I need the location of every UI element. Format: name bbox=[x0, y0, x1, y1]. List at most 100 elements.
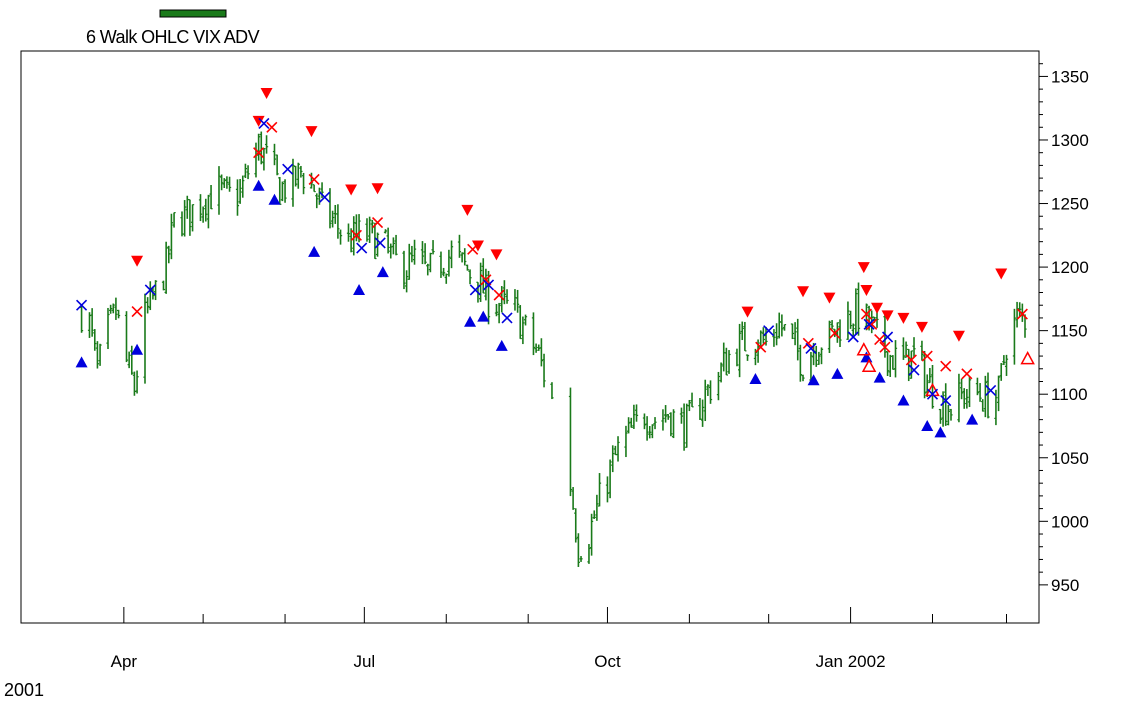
buy-exit-marker-stroke bbox=[144, 284, 156, 296]
price-bar bbox=[819, 347, 824, 365]
price-bar bbox=[650, 424, 654, 439]
price-bar bbox=[238, 178, 242, 204]
price-bar bbox=[944, 383, 948, 426]
price-bar bbox=[579, 556, 583, 562]
price-bar bbox=[629, 417, 633, 428]
buy-signal-marker bbox=[831, 367, 844, 379]
buy-exit-marker bbox=[469, 284, 481, 296]
buy-exit-marker-stroke bbox=[882, 331, 894, 343]
price-bar bbox=[190, 204, 195, 232]
price-bar bbox=[227, 176, 232, 192]
price-bar bbox=[465, 264, 469, 271]
buy-exit-marker bbox=[926, 388, 939, 400]
price-bar bbox=[90, 308, 94, 337]
price-bar bbox=[246, 165, 250, 180]
sell-exit-marker-stroke bbox=[874, 333, 886, 346]
buy-exit-marker-stroke bbox=[258, 117, 270, 130]
price-bar bbox=[634, 404, 639, 422]
price-series bbox=[79, 131, 1027, 567]
price-bar bbox=[587, 544, 591, 564]
sell-exit-marker bbox=[866, 318, 878, 330]
buy-exit-marker-stroke bbox=[847, 331, 859, 343]
price-bar bbox=[645, 416, 649, 441]
price-bar bbox=[912, 337, 916, 358]
price-bar bbox=[243, 163, 248, 178]
price-bar bbox=[978, 383, 982, 402]
price-bar bbox=[294, 165, 298, 187]
price-bar bbox=[312, 184, 316, 193]
buy-signal-marker bbox=[353, 283, 366, 295]
sell-signal-marker bbox=[823, 292, 836, 304]
sell-exit-marker-stroke bbox=[1016, 308, 1028, 320]
buy-exit-marker bbox=[144, 284, 156, 296]
price-bar bbox=[111, 303, 115, 314]
price-bar bbox=[851, 323, 855, 336]
buy-signal-marker bbox=[807, 374, 820, 386]
sell-exit-marker-stroke bbox=[940, 360, 952, 372]
buy-exit-marker bbox=[847, 331, 859, 343]
price-bar bbox=[891, 355, 895, 370]
price-bar bbox=[854, 288, 858, 335]
price-bar bbox=[346, 223, 351, 242]
buy-signal-marker bbox=[966, 413, 979, 425]
buy-exit-marker-stroke bbox=[374, 237, 386, 249]
y-tick-label-1250: 1250 bbox=[1051, 195, 1089, 214]
price-bar bbox=[700, 399, 705, 427]
buy-exit-marker-stroke bbox=[985, 384, 997, 396]
price-bar bbox=[521, 316, 525, 345]
buy-exit-marker-stroke bbox=[908, 364, 920, 376]
price-bar bbox=[502, 280, 506, 305]
plot-frame bbox=[20, 50, 1040, 624]
buy-exit-marker-stroke bbox=[469, 284, 481, 296]
sell-signal-marker bbox=[471, 240, 484, 252]
price-bar bbox=[98, 343, 102, 366]
price-bar bbox=[389, 243, 393, 259]
price-bar bbox=[148, 281, 152, 311]
sell-signal-marker bbox=[995, 268, 1008, 280]
price-bar bbox=[996, 375, 1001, 412]
price-bar bbox=[708, 380, 713, 404]
sell-exit-marker-stroke bbox=[879, 341, 891, 353]
open-sell-signal-marker bbox=[861, 358, 877, 372]
price-bar bbox=[975, 377, 980, 396]
price-bar bbox=[518, 305, 522, 340]
price-bar bbox=[217, 166, 221, 215]
sell-exit-marker bbox=[1016, 308, 1028, 320]
y-tick-label-1050: 1050 bbox=[1051, 449, 1089, 468]
price-bar bbox=[336, 204, 340, 239]
price-bar bbox=[949, 408, 953, 421]
price-bar bbox=[206, 194, 211, 229]
buy-exit-marker bbox=[940, 394, 952, 407]
price-bar bbox=[135, 370, 139, 394]
sell-exit-marker bbox=[493, 289, 505, 301]
price-bar bbox=[722, 342, 726, 372]
price-bar bbox=[209, 184, 213, 210]
price-bar bbox=[513, 289, 517, 311]
y-tick-label-1300: 1300 bbox=[1051, 131, 1089, 150]
price-bar bbox=[724, 347, 728, 376]
price-bar bbox=[661, 409, 665, 431]
buy-exit-marker-stroke bbox=[282, 163, 294, 175]
price-bar bbox=[827, 320, 832, 354]
price-bar bbox=[624, 425, 628, 458]
price-bar bbox=[93, 329, 97, 351]
buy-exit-marker-stroke bbox=[319, 191, 331, 203]
signal-markers bbox=[75, 87, 1035, 438]
price-bar bbox=[497, 302, 501, 324]
buy-signal-marker bbox=[934, 426, 947, 438]
price-bar bbox=[235, 179, 240, 216]
price-bar bbox=[967, 377, 972, 408]
price-bar bbox=[719, 362, 723, 383]
price-bar bbox=[394, 234, 398, 256]
price-bar bbox=[95, 341, 100, 369]
price-bar bbox=[405, 270, 409, 293]
price-bar bbox=[146, 297, 150, 314]
price-bar bbox=[220, 174, 224, 191]
sell-exit-marker bbox=[961, 368, 973, 380]
price-bar bbox=[1015, 301, 1019, 328]
x-axis: Apr Jul Oct Jan 2002 bbox=[111, 607, 1008, 671]
buy-exit-marker bbox=[985, 384, 997, 396]
price-bar bbox=[716, 371, 721, 401]
price-bar bbox=[946, 404, 950, 426]
price-bar bbox=[965, 389, 969, 409]
